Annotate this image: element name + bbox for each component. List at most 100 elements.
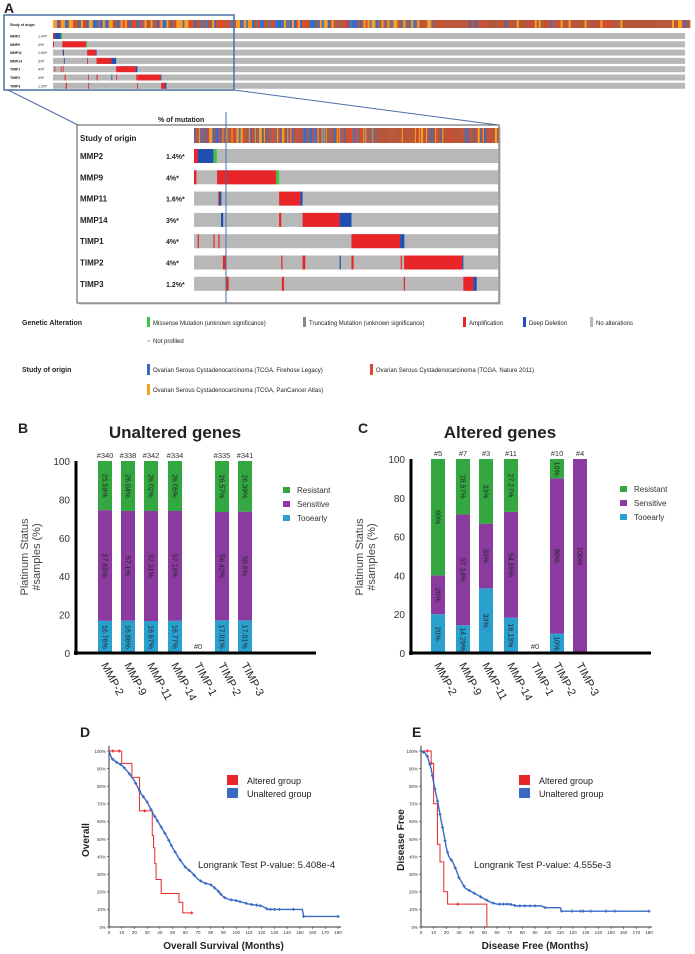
mini-gene-name: MMP11	[10, 51, 22, 55]
study-stripe	[447, 20, 450, 28]
study-stripe	[90, 20, 94, 28]
study-stripe	[496, 20, 500, 28]
study-stripe	[278, 128, 280, 143]
study-stripe	[454, 128, 456, 143]
study-stripe	[526, 20, 530, 28]
study-stripe	[390, 128, 392, 143]
study-stripe	[244, 128, 246, 143]
bar-segment-tooearly	[144, 620, 158, 653]
study-stripe	[552, 20, 555, 28]
censor-mark	[145, 800, 149, 804]
mini-gene-pct: 1.2%*	[38, 84, 48, 88]
study-stripe	[216, 20, 219, 28]
study-stripe	[74, 20, 78, 28]
study-stripe	[271, 128, 273, 143]
study-stripe	[350, 128, 352, 143]
study-stripe	[242, 20, 245, 28]
x-tick-label: 0	[108, 930, 111, 935]
study-stripe	[343, 20, 346, 28]
study-stripe	[642, 20, 645, 28]
study-stripe	[652, 20, 655, 28]
alteration-amp	[217, 170, 277, 185]
study-stripe	[444, 128, 446, 143]
study-stripe	[556, 20, 559, 28]
mini-alteration-del	[111, 57, 117, 64]
study-stripe	[471, 128, 473, 143]
study-stripe	[474, 128, 477, 143]
legend-item: Altered group	[539, 776, 593, 786]
data-label: 17.01%	[241, 625, 248, 649]
study-stripe	[342, 128, 345, 143]
study-stripe	[248, 20, 251, 28]
study-stripe	[453, 20, 456, 28]
study-stripe	[283, 128, 285, 143]
mini-alteration-missense	[85, 41, 88, 48]
study-stripe	[463, 20, 466, 28]
study-stripe	[586, 20, 589, 28]
study-stripe	[674, 20, 677, 28]
alteration-amp	[218, 234, 220, 249]
study-stripe	[208, 20, 211, 28]
study-stripe	[348, 128, 350, 143]
censor-mark	[183, 865, 187, 869]
study-stripe	[285, 20, 289, 28]
study-stripe	[221, 128, 223, 143]
mini-study-bar	[53, 20, 691, 28]
study-stripe	[423, 20, 426, 28]
study-stripe	[267, 128, 270, 143]
study-stripe	[391, 20, 394, 28]
study-stripe	[417, 20, 420, 28]
alteration-amp	[197, 234, 199, 249]
km-curve-altered	[421, 750, 488, 927]
alteration-amp	[403, 276, 405, 291]
censor-mark	[291, 907, 295, 911]
study-stripe	[431, 128, 433, 143]
censor-mark	[462, 884, 466, 888]
study-stripe	[60, 20, 64, 28]
study-stripe	[222, 128, 224, 143]
x-tick-label: 180	[645, 930, 653, 935]
legend-swatch	[523, 317, 526, 327]
censor-mark	[117, 749, 121, 753]
study-stripe	[250, 128, 253, 143]
study-stripe	[264, 128, 267, 143]
study-stripe	[477, 128, 480, 143]
censor-mark	[428, 762, 432, 766]
censor-mark	[518, 904, 522, 908]
study-stripe	[482, 20, 486, 28]
mini-alteration-amp	[53, 41, 54, 48]
study-stripe	[604, 20, 607, 28]
mini-gene-name: TIMP3	[10, 84, 20, 88]
study-stripe	[374, 128, 376, 143]
study-stripe	[160, 20, 163, 28]
study-stripe	[451, 128, 453, 143]
data-label: 18.13%	[507, 623, 514, 647]
study-stripe	[321, 128, 323, 143]
study-stripe	[477, 20, 480, 28]
study-stripe	[201, 128, 203, 143]
censor-mark	[425, 754, 429, 758]
censor-mark	[127, 772, 131, 776]
y-axis-label: #samples (%)	[31, 523, 43, 590]
study-stripe	[116, 20, 119, 28]
study-stripe	[484, 128, 487, 143]
data-label: 33%	[482, 549, 489, 563]
bar-segment-tooearly	[121, 620, 135, 653]
data-label: 28.57%	[459, 475, 466, 499]
study-stripe	[235, 128, 237, 143]
alteration-amp	[194, 149, 198, 163]
study-stripe	[516, 20, 520, 28]
study-stripe	[215, 128, 217, 143]
bar-segment-sensitive	[504, 511, 518, 618]
study-stripe	[315, 20, 319, 28]
study-stripe	[382, 128, 384, 143]
legend-study: Ovarian Serous Cystadenocarcinoma (TCGA,…	[376, 368, 534, 374]
study-stripe	[338, 128, 341, 143]
study-stripe	[395, 20, 398, 28]
study-stripe	[314, 128, 316, 143]
legend-study: Ovarian Serous Cystadenocarcinoma (TCGA,…	[153, 388, 323, 394]
data-label: 16.86%	[124, 625, 131, 649]
study-stripe	[291, 20, 295, 28]
study-stripe	[329, 128, 332, 143]
censor-mark	[190, 911, 194, 915]
